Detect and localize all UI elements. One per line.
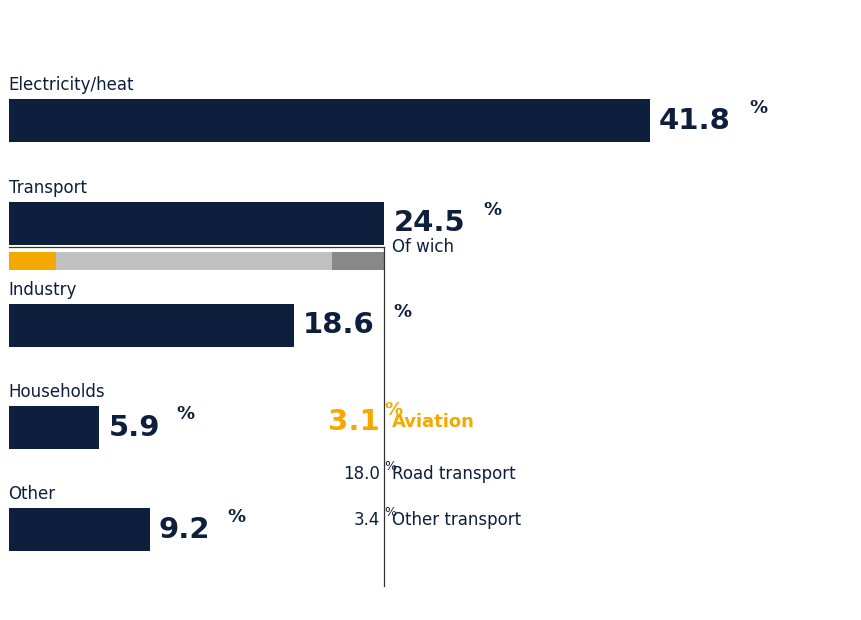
Text: %: % (385, 506, 396, 519)
Text: Other transport: Other transport (392, 511, 521, 529)
Text: %: % (749, 99, 767, 117)
Bar (9, 202, 385, 244)
Text: %: % (385, 401, 403, 419)
Text: 18.6: 18.6 (303, 311, 375, 339)
Text: Electricity/heat: Electricity/heat (9, 76, 134, 94)
Text: Transport: Transport (9, 179, 87, 197)
Text: Aviation: Aviation (392, 414, 475, 432)
Text: 18.0: 18.0 (343, 464, 380, 482)
Text: 3.4: 3.4 (354, 511, 380, 529)
Bar (9, 508, 150, 551)
Bar (56, 252, 332, 270)
Text: 9.2: 9.2 (159, 516, 210, 544)
Text: Industry: Industry (9, 281, 77, 299)
Text: %: % (177, 405, 195, 423)
Text: 24.5: 24.5 (393, 209, 465, 237)
Text: %: % (227, 508, 245, 526)
Bar (9, 406, 99, 449)
Text: Households: Households (9, 383, 105, 401)
Text: 41.8: 41.8 (659, 107, 731, 135)
Bar (332, 252, 385, 270)
Text: Other: Other (9, 485, 56, 503)
Bar (9, 252, 56, 270)
Text: %: % (484, 201, 502, 219)
Text: %: % (385, 460, 396, 473)
Text: 3.1: 3.1 (328, 409, 380, 436)
Bar (9, 304, 294, 347)
Text: 5.9: 5.9 (108, 414, 160, 441)
Bar (9, 99, 650, 143)
Text: Of wich: Of wich (392, 237, 454, 255)
Text: Road transport: Road transport (392, 464, 516, 482)
Text: %: % (393, 303, 412, 321)
